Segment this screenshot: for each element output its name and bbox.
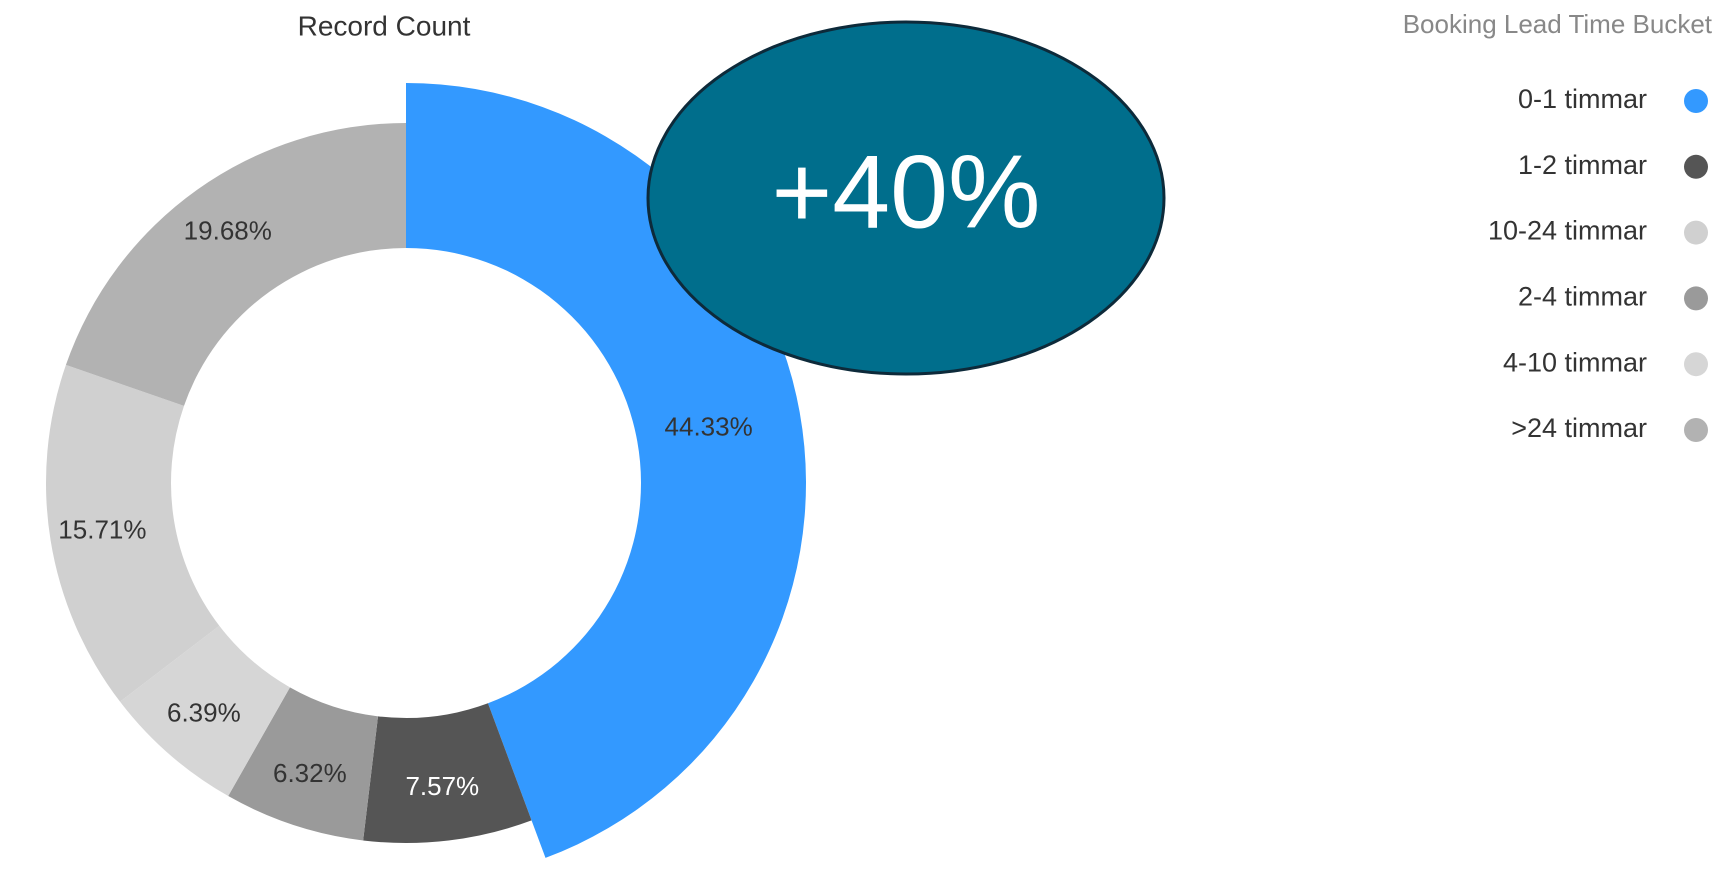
data-label: 15.71% — [58, 515, 146, 545]
annotation: +40% — [772, 134, 1041, 250]
legend-label: 1-2 timmar — [1518, 150, 1647, 180]
annotation-bubble — [646, 20, 1166, 376]
data-label: 6.32% — [273, 758, 347, 788]
legend-label: 10-24 timmar — [1488, 216, 1647, 246]
data-label: 7.57% — [405, 771, 479, 801]
legend-label: 2-4 timmar — [1518, 282, 1647, 312]
data-label: 19.68% — [184, 215, 272, 245]
legend-label: 0-1 timmar — [1518, 84, 1647, 114]
legend-swatch — [1684, 89, 1708, 113]
legend-swatch — [1684, 220, 1708, 245]
slice — [228, 687, 379, 841]
donut: 44.33% 7.57% 6.32% 6.39% 15.71% 19.68% — [45, 83, 806, 858]
legend-swatch — [1684, 418, 1708, 442]
legend: 0-1 timmar 1-2 timmar 10-24 timmar 2-4 timm… — [1488, 84, 1708, 443]
slice — [45, 364, 220, 702]
legend-swatch — [1684, 286, 1708, 311]
slice — [65, 123, 406, 406]
legend-swatch — [1684, 352, 1708, 377]
legend-label: >24 timmar — [1511, 413, 1647, 443]
legend-title: Booking Lead Time Bucket — [1403, 9, 1713, 39]
legend-swatch — [1684, 154, 1708, 179]
data-label: 6.39% — [167, 698, 241, 728]
data-label: 44.33% — [665, 411, 753, 441]
slice — [120, 625, 290, 797]
slice — [363, 703, 532, 843]
chart-title: Record Count — [298, 10, 471, 41]
legend-label: 4-10 timmar — [1503, 347, 1647, 377]
